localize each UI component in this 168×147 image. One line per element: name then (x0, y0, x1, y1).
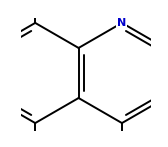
Text: N: N (117, 18, 127, 28)
